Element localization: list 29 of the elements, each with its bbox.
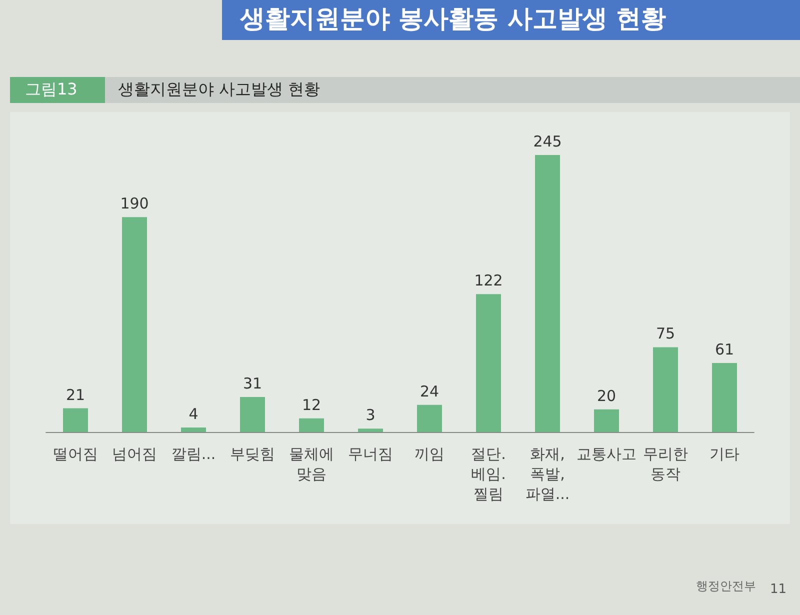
x-tick-label: 끼임 bbox=[414, 445, 444, 463]
chart-title: 생활지원분야 봉사활동 사고발생 현황 bbox=[239, 4, 666, 33]
data-label: 31 bbox=[242, 374, 262, 392]
x-tick-label: 물체에 맞음 bbox=[289, 445, 334, 483]
x-tick-label: 떨어짐 bbox=[53, 445, 98, 463]
x-tick-label: 넘어짐 bbox=[112, 445, 157, 463]
x-tick-label: 무너짐 bbox=[348, 445, 393, 463]
chart-subtitle: 생활지원분야 사고발생 현황 bbox=[118, 80, 320, 98]
data-label: 245 bbox=[533, 132, 562, 150]
data-label: 24 bbox=[420, 382, 440, 400]
caption: 그림13 bbox=[25, 80, 78, 98]
text: 11 bbox=[770, 582, 787, 597]
data-label: 122 bbox=[474, 272, 503, 290]
data-label: 20 bbox=[596, 386, 616, 405]
x-tick-label: 기타 bbox=[710, 445, 740, 463]
x-tick-label: 교통사고 bbox=[576, 445, 636, 463]
x-tick-label: 깔림... bbox=[171, 445, 216, 463]
data-label: 75 bbox=[656, 324, 676, 343]
data-label: 4 bbox=[188, 404, 198, 423]
x-tick-label: 부딪힘 bbox=[230, 445, 275, 463]
x-tick-label: 화재, 폭발, 파열... bbox=[525, 445, 570, 503]
data-label: 12 bbox=[302, 396, 322, 414]
data-label: 3 bbox=[366, 406, 376, 424]
text: 행정안전부 bbox=[696, 579, 756, 593]
data-label: 61 bbox=[714, 340, 734, 359]
x-tick-label: 무리한 동작 bbox=[643, 445, 688, 483]
data-label: 21 bbox=[66, 386, 86, 404]
data-label: 190 bbox=[120, 194, 149, 213]
x-tick-label: 절단. 베임. 찔림 bbox=[471, 445, 506, 503]
